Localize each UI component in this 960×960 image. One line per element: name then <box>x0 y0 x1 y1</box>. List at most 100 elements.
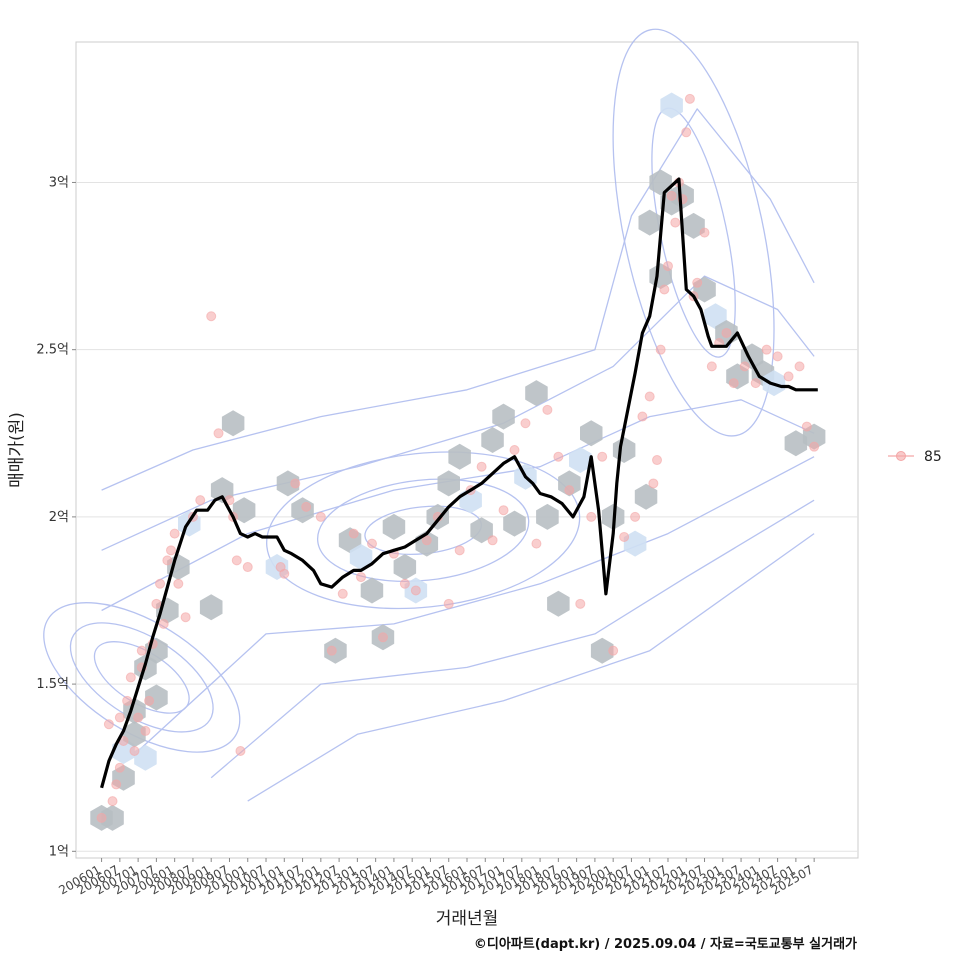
data-point <box>111 779 122 790</box>
y-axis-title: 매매가(원) <box>7 412 27 488</box>
hexbin-cell <box>437 470 460 497</box>
hexbin-cell <box>360 577 384 604</box>
legend: 85 <box>888 449 942 465</box>
data-point <box>107 796 118 807</box>
data-point <box>144 695 155 706</box>
trend-line-layer <box>100 177 818 789</box>
data-point <box>103 719 114 730</box>
x-axis-title: 거래년월 <box>436 909 499 929</box>
data-point <box>125 672 136 683</box>
y-tick-label: 3억 <box>49 175 69 190</box>
data-point <box>410 585 421 596</box>
data-point <box>655 344 666 355</box>
hexbin-cell <box>503 510 526 537</box>
x-axis-ticks: 2006012006072007012007072008012008072009… <box>56 858 816 898</box>
source-caption: ©디아파트(dapt.kr) / 2025.09.04 / 자료=국토교통부 실… <box>474 936 857 952</box>
hexbin-cell <box>558 470 581 497</box>
data-point <box>809 441 820 452</box>
data-point <box>366 538 377 549</box>
contour-line <box>101 275 815 551</box>
data-point <box>772 351 783 362</box>
data-point <box>235 745 246 756</box>
data-point <box>509 445 520 455</box>
data-point <box>454 545 465 556</box>
data-point <box>290 478 301 489</box>
data-point <box>586 511 597 522</box>
hexbin-cell <box>276 470 300 497</box>
y-tick-label: 1.5억 <box>36 677 69 692</box>
data-point <box>684 93 695 104</box>
hexbin-cell <box>580 420 603 447</box>
data-point <box>195 495 206 506</box>
data-point <box>279 568 290 579</box>
hexbin-cell <box>481 427 504 453</box>
data-point <box>399 578 410 589</box>
data-point <box>337 588 348 599</box>
legend-label: 85 <box>924 449 942 465</box>
contour-line <box>247 533 815 802</box>
contour-line <box>210 499 815 779</box>
hexbin-cell <box>638 209 661 236</box>
legend-point <box>896 451 906 461</box>
data-point <box>166 545 177 556</box>
hexbin-cell <box>634 483 658 510</box>
data-point <box>670 217 681 228</box>
data-point <box>348 528 359 539</box>
data-point <box>750 378 761 389</box>
gridlines <box>76 181 858 852</box>
data-point <box>162 555 173 566</box>
data-point <box>564 485 575 496</box>
data-point <box>242 562 253 573</box>
data-point <box>794 361 805 372</box>
data-point <box>476 461 487 472</box>
data-point <box>542 404 553 415</box>
data-point <box>531 538 542 549</box>
data-point <box>706 361 717 372</box>
hexbin-cell <box>590 637 614 664</box>
hexbin-cell <box>221 410 245 437</box>
data-point <box>739 361 750 372</box>
data-point <box>520 418 531 429</box>
hexbin-cell <box>101 804 124 831</box>
data-point <box>206 311 217 322</box>
data-point <box>129 745 140 756</box>
data-point <box>213 428 224 439</box>
trend-line <box>100 177 818 789</box>
data-point <box>648 478 659 489</box>
data-point <box>96 812 107 823</box>
y-tick-label: 2억 <box>49 510 69 525</box>
hexbin-cell <box>448 443 471 470</box>
data-point <box>326 645 337 656</box>
data-point <box>155 578 166 589</box>
data-point <box>114 762 125 773</box>
data-point <box>377 632 388 643</box>
data-point <box>575 598 586 609</box>
data-point <box>637 411 648 422</box>
data-point <box>487 535 498 546</box>
data-point <box>169 528 180 539</box>
data-point <box>721 327 732 338</box>
data-point <box>133 712 144 723</box>
data-point <box>692 277 703 288</box>
data-point <box>122 695 133 706</box>
y-tick-label: 1억 <box>49 844 69 859</box>
data-point <box>728 378 739 389</box>
hexbin-cell <box>525 380 548 407</box>
hexbin-cell <box>569 447 592 473</box>
y-axis-ticks: 1억 1.5억 2억 2.5억 3억 <box>36 175 76 859</box>
hexbin-cell <box>123 721 146 748</box>
hexbin-cell <box>232 497 256 524</box>
data-point <box>801 421 812 432</box>
data-point <box>443 598 454 609</box>
data-point <box>231 555 242 566</box>
data-point <box>783 371 794 382</box>
contour-line <box>316 478 530 583</box>
data-point <box>659 284 670 295</box>
data-point <box>140 725 151 736</box>
data-point <box>630 511 641 522</box>
data-point <box>619 531 630 542</box>
data-point <box>553 451 564 462</box>
hexbin-cell <box>660 92 683 119</box>
data-point <box>681 127 692 138</box>
